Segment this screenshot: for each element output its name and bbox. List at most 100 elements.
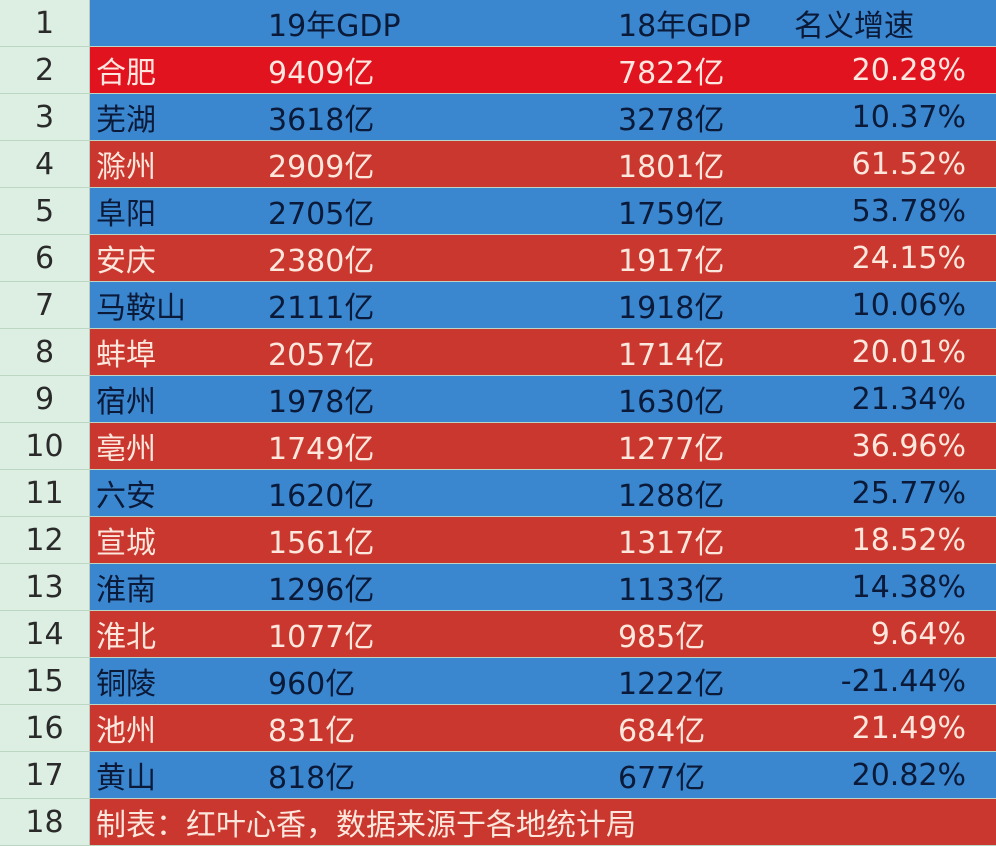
row-number[interactable]: 5 [0,188,90,234]
table-row[interactable]: 3 芜湖 3618亿 3278亿 10.37% [0,94,996,141]
row-number[interactable]: 2 [0,47,90,93]
table-row[interactable]: 13 淮南 1296亿 1133亿 14.38% [0,564,996,611]
gdp-2019-cell[interactable]: 2057亿 [268,338,375,373]
gdp-2018-cell[interactable]: 985亿 [618,620,706,655]
city-cell[interactable]: 安庆 [96,244,156,279]
table-row[interactable]: 11 六安 1620亿 1288亿 25.77% [0,470,996,517]
growth-rate-cell[interactable]: 21.34% [851,381,966,417]
gdp-2019-cell[interactable]: 2909亿 [268,150,375,185]
growth-rate-cell[interactable]: 20.01% [851,334,966,370]
gdp-2018-cell[interactable]: 1133亿 [618,573,725,608]
row-number[interactable]: 3 [0,94,90,140]
gdp-2019-cell[interactable]: 2705亿 [268,197,375,232]
gdp-2018-cell[interactable]: 1277亿 [618,432,725,467]
city-cell[interactable]: 铜陵 [96,667,156,702]
header-18-gdp[interactable]: 18年GDP [618,9,751,44]
growth-rate-cell[interactable]: 14.38% [851,569,966,605]
row-number[interactable]: 9 [0,376,90,422]
growth-rate-cell[interactable]: 10.06% [851,287,966,323]
growth-rate-cell[interactable]: 53.78% [851,193,966,229]
table-row[interactable]: 17 黄山 818亿 677亿 20.82% [0,752,996,799]
growth-rate-cell[interactable]: 24.15% [851,240,966,276]
gdp-2019-cell[interactable]: 1077亿 [268,620,375,655]
city-cell[interactable]: 亳州 [96,432,156,467]
gdp-2019-cell[interactable]: 960亿 [268,667,356,702]
city-cell[interactable]: 阜阳 [96,197,156,232]
gdp-2018-cell[interactable]: 1917亿 [618,244,725,279]
gdp-2018-cell[interactable]: 1630亿 [618,385,725,420]
growth-rate-cell[interactable]: 10.37% [851,99,966,135]
row-number[interactable]: 8 [0,329,90,375]
gdp-2019-cell[interactable]: 2111亿 [268,291,375,326]
header-19-gdp[interactable]: 19年GDP [268,9,401,44]
gdp-2018-cell[interactable]: 677亿 [618,761,706,796]
table-row[interactable]: 8 蚌埠 2057亿 1714亿 20.01% [0,329,996,376]
table-row[interactable]: 6 安庆 2380亿 1917亿 24.15% [0,235,996,282]
row-number[interactable]: 10 [0,423,90,469]
gdp-2018-cell[interactable]: 1714亿 [618,338,725,373]
row-number[interactable]: 14 [0,611,90,657]
city-cell[interactable]: 合肥 [96,56,156,91]
city-cell[interactable]: 芜湖 [96,103,156,138]
gdp-2019-cell[interactable]: 1620亿 [268,479,375,514]
growth-rate-cell[interactable]: 21.49% [851,710,966,746]
growth-rate-cell[interactable]: 25.77% [851,475,966,511]
row-number[interactable]: 12 [0,517,90,563]
gdp-2019-cell[interactable]: 1296亿 [268,573,375,608]
gdp-2018-cell[interactable]: 1288亿 [618,479,725,514]
growth-rate-cell[interactable]: 20.28% [851,52,966,88]
row-number[interactable]: 4 [0,141,90,187]
row-number[interactable]: 15 [0,658,90,704]
header-growth-rate[interactable]: 名义增速 [794,9,914,44]
table-row[interactable]: 2 合肥 9409亿 7822亿 20.28% [0,47,996,94]
city-cell[interactable]: 池州 [96,714,156,749]
growth-rate-cell[interactable]: 61.52% [851,146,966,182]
gdp-2019-cell[interactable]: 1978亿 [268,385,375,420]
gdp-2019-cell[interactable]: 1561亿 [268,526,375,561]
table-row[interactable]: 9 宿州 1978亿 1630亿 21.34% [0,376,996,423]
footer-row[interactable]: 18 制表：红叶心香，数据来源于各地统计局 [0,799,996,846]
row-number[interactable]: 16 [0,705,90,751]
table-row[interactable]: 14 淮北 1077亿 985亿 9.64% [0,611,996,658]
growth-rate-cell[interactable]: 20.82% [851,757,966,793]
table-row[interactable]: 10 亳州 1749亿 1277亿 36.96% [0,423,996,470]
table-row[interactable]: 15 铜陵 960亿 1222亿 -21.44% [0,658,996,705]
gdp-2018-cell[interactable]: 1801亿 [618,150,725,185]
gdp-2019-cell[interactable]: 9409亿 [268,56,375,91]
growth-rate-cell[interactable]: 18.52% [851,522,966,558]
gdp-2018-cell[interactable]: 7822亿 [618,56,725,91]
gdp-2018-cell[interactable]: 3278亿 [618,103,725,138]
table-row[interactable]: 16 池州 831亿 684亿 21.49% [0,705,996,752]
gdp-2018-cell[interactable]: 1759亿 [618,197,725,232]
gdp-2019-cell[interactable]: 831亿 [268,714,356,749]
gdp-2019-cell[interactable]: 2380亿 [268,244,375,279]
gdp-2019-cell[interactable]: 3618亿 [268,103,375,138]
growth-rate-cell[interactable]: 9.64% [870,616,966,652]
gdp-2018-cell[interactable]: 1317亿 [618,526,725,561]
gdp-2018-cell[interactable]: 1222亿 [618,667,725,702]
row-number[interactable]: 1 [0,0,90,46]
city-cell[interactable]: 黄山 [96,761,156,796]
source-note[interactable]: 制表：红叶心香，数据来源于各地统计局 [96,808,636,843]
growth-rate-cell[interactable]: 36.96% [851,428,966,464]
row-number[interactable]: 11 [0,470,90,516]
row-number[interactable]: 17 [0,752,90,798]
table-row[interactable]: 12 宣城 1561亿 1317亿 18.52% [0,517,996,564]
row-number[interactable]: 7 [0,282,90,328]
city-cell[interactable]: 马鞍山 [96,291,186,326]
city-cell[interactable]: 六安 [96,479,156,514]
row-number[interactable]: 13 [0,564,90,610]
gdp-2018-cell[interactable]: 1918亿 [618,291,725,326]
city-cell[interactable]: 宿州 [96,385,156,420]
header-row[interactable]: 1 19年GDP 18年GDP 名义增速 [0,0,996,47]
city-cell[interactable]: 宣城 [96,526,156,561]
gdp-2019-cell[interactable]: 1749亿 [268,432,375,467]
city-cell[interactable]: 淮南 [96,573,156,608]
city-cell[interactable]: 淮北 [96,620,156,655]
table-row[interactable]: 4 滁州 2909亿 1801亿 61.52% [0,141,996,188]
city-cell[interactable]: 蚌埠 [96,338,156,373]
table-row[interactable]: 5 阜阳 2705亿 1759亿 53.78% [0,188,996,235]
gdp-2019-cell[interactable]: 818亿 [268,761,356,796]
gdp-2018-cell[interactable]: 684亿 [618,714,706,749]
growth-rate-cell[interactable]: -21.44% [840,663,966,699]
